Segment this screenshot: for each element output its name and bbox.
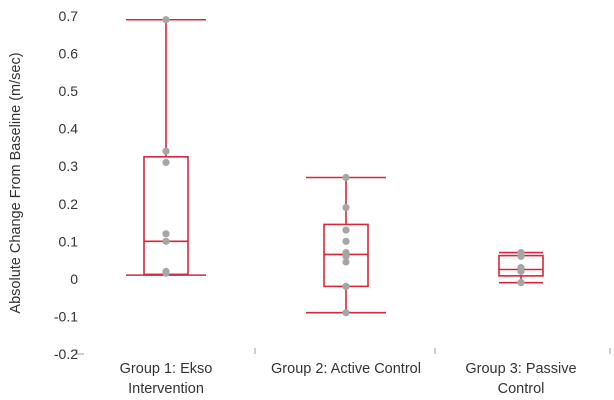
data-point [162, 230, 170, 238]
y-tick-label: 0.4 [59, 121, 79, 137]
x-category-label: Group 1: Ekso Intervention [120, 361, 213, 397]
data-point [162, 269, 170, 277]
x-category-label-line: Group 3: Passive [465, 361, 576, 377]
x-category-label-line: Group 1: Ekso [120, 361, 213, 377]
boxes [126, 18, 544, 314]
y-tick-label: 0.6 [59, 46, 79, 62]
data-point [342, 309, 350, 317]
data-point [517, 279, 525, 287]
data-point [162, 147, 170, 155]
data-point [342, 282, 350, 290]
data-point [162, 237, 170, 245]
data-point [517, 252, 525, 260]
data-point [342, 203, 350, 212]
labels: -0.2 -0.1 0 0.1 0.2 0.3 0.4 0.5 0.6 0.7 Group 1: E… [54, 8, 577, 397]
data-point [342, 258, 350, 266]
data-point [342, 226, 350, 234]
y-tick-label: 0 [70, 271, 78, 287]
y-tick-label: 0.2 [59, 196, 79, 212]
axes [76, 348, 611, 355]
y-tick-label: 0.5 [59, 83, 79, 99]
data-points [162, 16, 525, 317]
data-point [342, 173, 350, 182]
x-category-label-line: Control [498, 381, 545, 397]
y-tick-label: 0.1 [59, 233, 79, 249]
data-point [342, 252, 350, 260]
data-point [517, 267, 525, 275]
y-tick-label: -0.2 [54, 346, 78, 362]
iqr-box [143, 156, 189, 276]
axis-corner-mark [76, 349, 84, 355]
data-point [162, 16, 170, 24]
y-tick-label: -0.1 [54, 308, 78, 324]
box-group [306, 176, 386, 314]
x-category-label-line: Intervention [128, 381, 204, 397]
x-category-label: Group 3: Passive Control [465, 361, 576, 397]
data-point [162, 158, 170, 167]
x-category-label: Group 2: Active Control [271, 361, 421, 377]
y-axis-title: Absolute Change From Baseline (m/sec) [8, 52, 24, 313]
y-tick-label: 0.7 [59, 8, 79, 24]
y-tick-label: 0.3 [59, 158, 79, 174]
data-point [342, 237, 350, 245]
x-category-label-line: Group 2: Active Control [271, 361, 421, 377]
